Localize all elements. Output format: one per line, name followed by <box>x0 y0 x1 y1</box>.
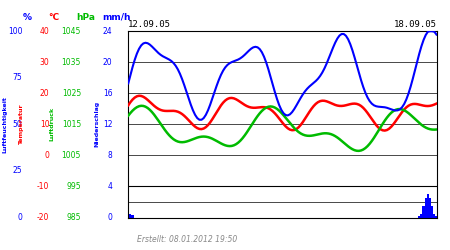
Text: -20: -20 <box>37 213 50 222</box>
Text: 30: 30 <box>40 58 50 67</box>
Text: 75: 75 <box>13 73 22 82</box>
Text: 20: 20 <box>40 89 50 98</box>
Text: 40: 40 <box>40 27 50 36</box>
Text: 995: 995 <box>67 182 81 191</box>
Text: mm/h: mm/h <box>103 13 131 22</box>
Text: 0: 0 <box>18 213 22 222</box>
Bar <box>418 216 420 218</box>
Text: 100: 100 <box>8 27 22 36</box>
Text: °C: °C <box>49 13 59 22</box>
Text: Erstellt: 08.01.2012 19:50: Erstellt: 08.01.2012 19:50 <box>137 236 238 244</box>
Bar <box>433 214 436 218</box>
Bar <box>423 206 425 218</box>
Bar <box>425 198 427 218</box>
Text: hPa: hPa <box>76 13 95 22</box>
Bar <box>131 215 134 218</box>
Text: 1035: 1035 <box>62 58 81 67</box>
Text: 25: 25 <box>13 166 22 175</box>
Text: 16: 16 <box>103 89 112 98</box>
Text: 50: 50 <box>13 120 22 129</box>
Text: 24: 24 <box>103 27 112 36</box>
Text: 0: 0 <box>45 151 50 160</box>
Bar <box>420 214 423 218</box>
Bar <box>127 206 129 218</box>
Text: %: % <box>22 13 32 22</box>
Text: 20: 20 <box>103 58 112 67</box>
Text: 1015: 1015 <box>62 120 81 129</box>
Text: Luftfeuchtigkeit: Luftfeuchtigkeit <box>2 96 7 153</box>
Text: 0: 0 <box>108 213 112 222</box>
Text: 10: 10 <box>40 120 50 129</box>
Text: Temperatur: Temperatur <box>19 104 24 145</box>
Bar <box>429 198 431 218</box>
Text: 12.09.05: 12.09.05 <box>128 20 171 29</box>
Text: 8: 8 <box>108 151 112 160</box>
Text: 1025: 1025 <box>62 89 81 98</box>
Bar <box>427 194 429 218</box>
Text: 18.09.05: 18.09.05 <box>393 20 436 29</box>
Text: 1045: 1045 <box>62 27 81 36</box>
Text: -10: -10 <box>37 182 50 191</box>
Bar <box>129 214 131 218</box>
Text: 4: 4 <box>108 182 112 191</box>
Text: 12: 12 <box>103 120 112 129</box>
Bar <box>431 206 433 218</box>
Bar <box>436 216 437 218</box>
Text: Luftdruck: Luftdruck <box>49 107 54 142</box>
Text: 1005: 1005 <box>62 151 81 160</box>
Text: 985: 985 <box>67 213 81 222</box>
Text: Niederschlag: Niederschlag <box>94 101 99 148</box>
